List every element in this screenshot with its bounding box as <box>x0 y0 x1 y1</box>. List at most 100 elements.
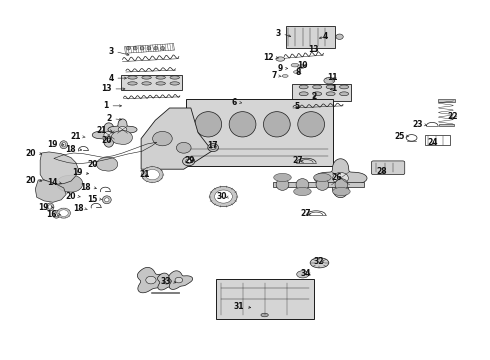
Ellipse shape <box>59 210 68 216</box>
Text: 14: 14 <box>48 179 58 188</box>
Ellipse shape <box>335 179 348 190</box>
Ellipse shape <box>294 188 311 195</box>
Ellipse shape <box>161 46 165 50</box>
Ellipse shape <box>156 82 166 85</box>
Ellipse shape <box>156 76 166 79</box>
Text: 13: 13 <box>101 85 112 94</box>
Polygon shape <box>108 119 137 140</box>
Polygon shape <box>141 108 212 169</box>
Ellipse shape <box>62 143 66 147</box>
Text: 1: 1 <box>331 84 336 93</box>
Text: 13: 13 <box>309 45 319 54</box>
Text: 29: 29 <box>185 156 195 165</box>
Ellipse shape <box>154 46 158 50</box>
Ellipse shape <box>326 85 335 89</box>
Ellipse shape <box>182 157 195 166</box>
Ellipse shape <box>128 82 137 85</box>
Text: 4: 4 <box>108 74 114 83</box>
Text: 17: 17 <box>207 141 218 150</box>
Ellipse shape <box>314 174 331 181</box>
Polygon shape <box>292 84 351 101</box>
Ellipse shape <box>126 46 130 50</box>
Ellipse shape <box>105 198 109 202</box>
Ellipse shape <box>274 174 291 181</box>
Text: 32: 32 <box>314 257 324 266</box>
Text: 4: 4 <box>323 32 328 41</box>
Ellipse shape <box>142 76 151 79</box>
Text: 30: 30 <box>217 192 227 202</box>
Ellipse shape <box>298 112 324 137</box>
Ellipse shape <box>340 92 348 96</box>
Ellipse shape <box>299 92 308 96</box>
Ellipse shape <box>229 112 256 137</box>
Polygon shape <box>314 159 367 198</box>
Text: 2: 2 <box>106 114 112 123</box>
FancyBboxPatch shape <box>371 161 405 175</box>
Polygon shape <box>121 75 182 90</box>
Text: 19: 19 <box>48 140 58 149</box>
Text: 24: 24 <box>427 138 438 147</box>
Text: 20: 20 <box>25 149 36 158</box>
Text: 31: 31 <box>234 302 245 311</box>
Text: 3: 3 <box>108 47 114 56</box>
Text: 6: 6 <box>232 98 237 107</box>
Circle shape <box>152 131 172 146</box>
Ellipse shape <box>215 190 232 203</box>
Polygon shape <box>111 131 132 144</box>
Text: 10: 10 <box>297 61 308 70</box>
Text: 21: 21 <box>71 132 81 141</box>
Circle shape <box>163 279 170 284</box>
Text: 20: 20 <box>25 176 36 185</box>
Text: 1: 1 <box>103 102 109 111</box>
Ellipse shape <box>240 102 248 107</box>
Text: 8: 8 <box>295 68 301 77</box>
Ellipse shape <box>170 82 179 85</box>
Polygon shape <box>137 267 170 293</box>
Text: 22: 22 <box>448 112 458 121</box>
Ellipse shape <box>142 167 163 183</box>
Text: 16: 16 <box>46 210 56 219</box>
Ellipse shape <box>313 92 321 96</box>
Ellipse shape <box>297 65 305 68</box>
Ellipse shape <box>276 57 285 61</box>
Text: 18: 18 <box>73 204 83 213</box>
Ellipse shape <box>57 208 71 218</box>
Text: 21: 21 <box>139 170 149 179</box>
Text: 27: 27 <box>293 156 303 166</box>
Text: 34: 34 <box>300 269 311 278</box>
Ellipse shape <box>133 46 137 50</box>
Polygon shape <box>97 157 118 171</box>
Polygon shape <box>286 26 335 48</box>
Ellipse shape <box>340 85 348 89</box>
Text: 33: 33 <box>160 277 171 286</box>
Polygon shape <box>158 273 179 290</box>
Polygon shape <box>35 180 66 202</box>
Text: 19: 19 <box>39 202 49 212</box>
Polygon shape <box>169 271 193 289</box>
Ellipse shape <box>294 71 299 73</box>
Text: 18: 18 <box>65 145 76 154</box>
Ellipse shape <box>52 210 60 218</box>
Ellipse shape <box>128 76 137 79</box>
Ellipse shape <box>296 179 309 190</box>
Text: 25: 25 <box>394 132 405 141</box>
Ellipse shape <box>186 159 192 163</box>
Text: 3: 3 <box>275 30 281 39</box>
Ellipse shape <box>208 144 219 152</box>
Ellipse shape <box>299 85 308 89</box>
Ellipse shape <box>261 313 269 317</box>
Text: 11: 11 <box>327 73 338 82</box>
Ellipse shape <box>195 112 221 137</box>
Text: 2: 2 <box>312 92 317 101</box>
Text: 23: 23 <box>412 120 422 129</box>
Polygon shape <box>273 182 364 187</box>
Ellipse shape <box>142 82 151 85</box>
Text: 5: 5 <box>294 103 299 112</box>
Circle shape <box>104 131 114 139</box>
Ellipse shape <box>211 146 216 149</box>
Polygon shape <box>216 279 314 319</box>
Ellipse shape <box>276 179 289 190</box>
Circle shape <box>118 126 127 133</box>
Ellipse shape <box>170 76 179 79</box>
Ellipse shape <box>140 46 144 50</box>
